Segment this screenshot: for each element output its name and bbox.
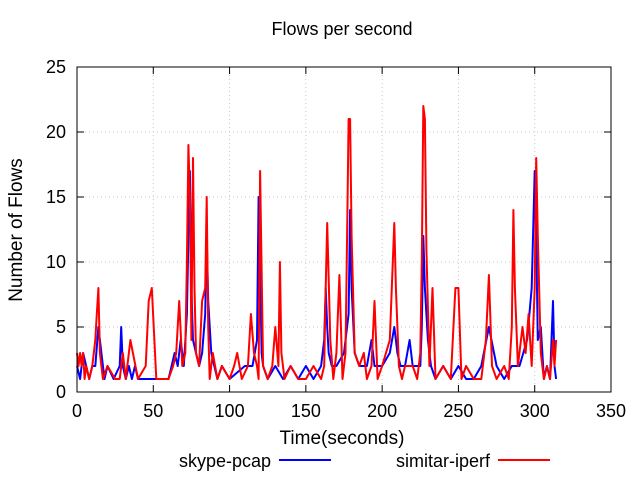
chart-title: Flows per second	[271, 19, 412, 39]
y-tick-label: 0	[56, 382, 66, 402]
x-tick-label: 200	[367, 401, 397, 421]
y-axis-label: Number of Flows	[6, 158, 27, 302]
x-tick-label: 300	[520, 401, 550, 421]
legend-label-skype-pcap: skype-pcap	[179, 451, 271, 471]
plot-frame	[76, 66, 612, 393]
ticks: 0 50 100 150 200 250 300 350 0 5 10 15 20 25	[46, 57, 626, 421]
legend: skype-pcap simitar-iperf	[179, 451, 550, 471]
x-tick-label: 250	[443, 401, 473, 421]
series-layer	[76, 105, 558, 380]
y-tick-label: 20	[46, 122, 66, 142]
y-tick-label: 10	[46, 252, 66, 272]
x-tick-label: 150	[291, 401, 321, 421]
y-tick-label: 25	[46, 57, 66, 77]
x-tick-label: 100	[215, 401, 245, 421]
x-tick-label: 0	[72, 401, 82, 421]
x-axis-label: Time(seconds)	[280, 428, 405, 449]
legend-label-simitar-iperf: simitar-iperf	[396, 451, 491, 471]
y-tick-label: 5	[56, 317, 66, 337]
y-tick-label: 15	[46, 187, 66, 207]
x-tick-label: 50	[143, 401, 163, 421]
x-tick-label: 350	[596, 401, 626, 421]
series-line-simitar-iperf	[76, 105, 558, 380]
